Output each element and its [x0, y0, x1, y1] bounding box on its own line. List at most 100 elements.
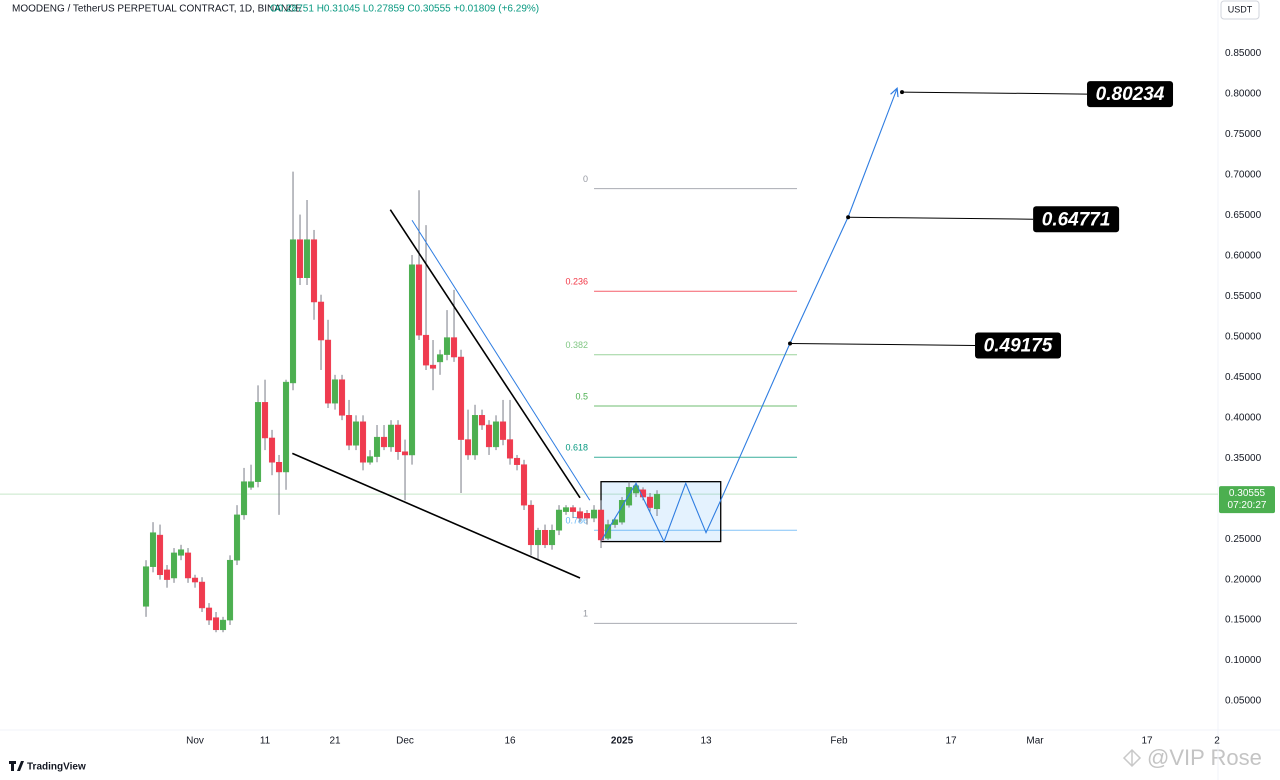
candle-body — [366, 456, 374, 463]
last-price-label: 0.30555 — [1229, 488, 1266, 499]
y-tick-label: 0.15000 — [1225, 615, 1262, 626]
candle-body — [268, 437, 276, 463]
fib-label: 0.382 — [565, 340, 588, 350]
candle-body — [247, 481, 255, 488]
candle-body — [576, 511, 584, 519]
candle-body — [226, 559, 234, 621]
brand-logo — [9, 761, 24, 771]
x-tick-label: 17 — [1141, 736, 1153, 747]
y-tick-label: 0.20000 — [1225, 574, 1262, 585]
candle-body — [387, 424, 395, 448]
candle-body — [289, 239, 297, 384]
candle-body — [506, 439, 514, 459]
candle-body — [415, 264, 423, 336]
candle-body — [597, 509, 605, 541]
candle-body — [464, 439, 472, 456]
target-box — [975, 332, 1062, 359]
x-tick-label: 13 — [700, 736, 712, 747]
target-line — [790, 342, 976, 346]
candle-body — [520, 464, 528, 506]
target-label: 0.80234 — [1096, 84, 1165, 105]
candle-body — [471, 415, 479, 456]
candle-body — [205, 607, 213, 621]
y-tick-label: 0.70000 — [1225, 170, 1262, 181]
countdown: 07:20:27 — [1228, 500, 1267, 511]
candle-body — [485, 424, 493, 448]
candle-body — [324, 339, 332, 404]
candle-body — [534, 529, 542, 546]
x-tick-label: 2 — [1214, 736, 1220, 747]
candle-body — [562, 507, 570, 512]
brand: TradingView — [27, 762, 86, 773]
trendline — [389, 209, 581, 499]
candle-body — [170, 552, 178, 579]
target-label: 0.64771 — [1042, 209, 1111, 230]
candle-body — [478, 415, 486, 426]
y-tick-label: 0.25000 — [1225, 534, 1262, 545]
y-tick-label: 0.55000 — [1225, 291, 1262, 302]
currency-box[interactable] — [1220, 0, 1260, 20]
candle-body — [282, 381, 290, 473]
candle-body — [163, 569, 171, 580]
candle-body — [373, 436, 381, 457]
y-tick-label: 0.60000 — [1225, 250, 1262, 261]
target-dot — [846, 215, 851, 220]
candle-body — [548, 529, 556, 546]
candle-body — [275, 461, 283, 473]
x-tick-label: Dec — [396, 736, 414, 747]
fib-label: 1 — [583, 609, 588, 619]
chart-title: MOODENG / TetherUS PERPETUAL CONTRACT, 1… — [12, 4, 302, 15]
candle-body — [590, 509, 598, 519]
candle-body — [527, 504, 535, 546]
candle-body — [359, 421, 367, 463]
target-line — [902, 91, 1088, 95]
candle-body — [177, 549, 185, 556]
candle-body — [219, 619, 227, 631]
candle-body — [653, 493, 661, 510]
y-tick-label: 0.85000 — [1225, 48, 1262, 59]
candle-body — [499, 421, 507, 440]
x-tick-label: Mar — [1026, 736, 1044, 747]
candle-body — [394, 424, 402, 452]
target-dot — [788, 341, 793, 346]
candle-body — [429, 364, 437, 369]
candle-body — [513, 457, 521, 465]
y-tick-label: 0.05000 — [1225, 696, 1262, 707]
x-tick-label: 21 — [329, 736, 341, 747]
x-tick-label: Nov — [186, 736, 204, 747]
target-box — [1087, 81, 1174, 108]
candle-body — [240, 481, 248, 516]
candle-body — [408, 264, 416, 456]
x-tick-label: 17 — [945, 736, 957, 747]
candle-body — [492, 421, 500, 448]
candle-body — [310, 239, 318, 303]
candle-body — [457, 356, 465, 440]
y-tick-label: 0.40000 — [1225, 412, 1262, 423]
last-price-badge — [1219, 486, 1275, 514]
target-box — [1033, 206, 1120, 233]
fib-label: 0.618 — [565, 443, 588, 453]
candle-body — [422, 334, 430, 366]
candle-body — [156, 534, 164, 576]
candle-body — [184, 552, 192, 579]
x-tick-label: 11 — [260, 736, 271, 747]
y-tick-label: 0.35000 — [1225, 453, 1262, 464]
ohlc-header: O0.28751 H0.31045 L0.27859 C0.30555 +0.0… — [270, 4, 539, 15]
candle-body — [569, 507, 577, 512]
y-tick-label: 0.75000 — [1225, 129, 1262, 140]
y-tick-label: 0.65000 — [1225, 210, 1262, 221]
projection-path — [601, 88, 897, 543]
x-tick-label: Feb — [830, 736, 848, 747]
watermark-icon — [1122, 748, 1142, 768]
candle-body — [261, 402, 269, 439]
candle-body — [317, 301, 325, 341]
y-tick-label: 0.45000 — [1225, 372, 1262, 383]
candle-body — [555, 509, 563, 531]
currency[interactable]: USDT — [1228, 4, 1253, 14]
candle-body — [625, 487, 633, 506]
fib-label: 0.786 — [565, 516, 588, 526]
x-tick-label: 2025 — [611, 736, 634, 747]
target-dot — [900, 90, 905, 95]
fib-label: 0 — [583, 174, 588, 184]
